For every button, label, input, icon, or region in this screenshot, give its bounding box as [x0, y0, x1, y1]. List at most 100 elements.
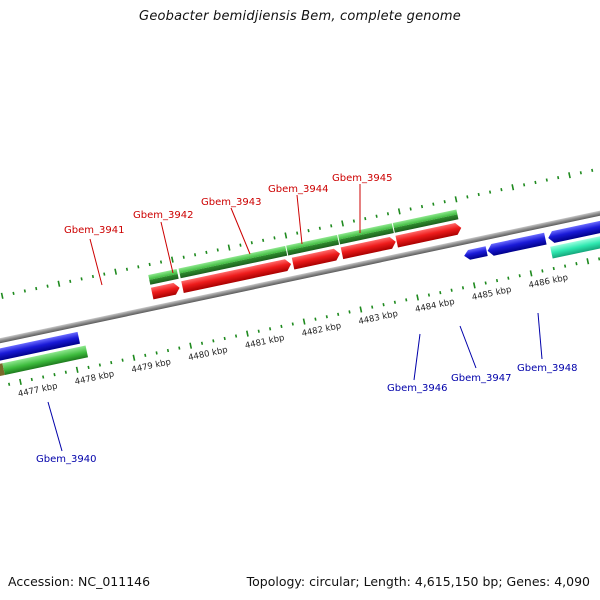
leader-line	[537, 312, 543, 360]
major-tick	[416, 294, 420, 301]
gene-label-gbem-3948[interactable]: Gbem_3948	[517, 363, 577, 374]
minor-tick	[137, 265, 140, 269]
gene-label-gbem-3943[interactable]: Gbem_3943	[201, 197, 261, 208]
minor-tick	[541, 269, 544, 273]
accession-text: Accession: NC_011146	[8, 574, 151, 589]
minor-tick	[87, 365, 90, 370]
gene-feature[interactable]	[148, 268, 178, 280]
minor-tick	[268, 327, 272, 331]
gene-label-gbem-3947[interactable]: Gbem_3947	[451, 373, 511, 384]
minor-tick	[450, 288, 453, 292]
major-tick	[454, 196, 458, 203]
gene-feature[interactable]	[178, 245, 287, 274]
gene-arrow[interactable]	[150, 282, 181, 300]
gene-arrow[interactable]	[340, 236, 397, 260]
gene-feature[interactable]	[179, 250, 288, 279]
map-title: Geobacter bemidjiensis Bem, complete gen…	[139, 9, 461, 24]
minor-tick	[30, 377, 33, 382]
minor-tick	[382, 303, 385, 307]
kbp-label: 4484 kbp	[414, 297, 455, 315]
minor-tick	[250, 241, 253, 245]
minor-tick	[273, 236, 276, 240]
minor-tick	[69, 279, 72, 283]
leader-line	[160, 221, 174, 274]
minor-tick	[523, 183, 526, 187]
leader-line	[296, 194, 303, 245]
gene-feature[interactable]	[393, 214, 459, 233]
gene-arrow[interactable]	[0, 331, 81, 362]
gene-feature[interactable]	[339, 228, 394, 245]
minor-tick	[155, 351, 158, 355]
gene-arrow[interactable]	[181, 258, 292, 293]
minor-tick	[375, 214, 378, 218]
kbp-label: 4480 kbp	[187, 345, 228, 363]
minor-tick	[477, 192, 480, 197]
minor-tick	[420, 204, 424, 209]
gene-feature[interactable]	[337, 223, 393, 240]
minor-tick	[557, 175, 560, 180]
gene-label-gbem-3946[interactable]: Gbem_3946	[387, 383, 447, 394]
gene-labels: Gbem_3941 Gbem_3942 Gbem_3943 Gbem_3944 …	[36, 173, 577, 465]
major-tick	[397, 208, 401, 215]
minor-tick	[166, 348, 170, 353]
minor-tick	[91, 274, 95, 279]
genome-stats-text: Topology: circular; Length: 4,615,150 bp…	[246, 574, 590, 589]
leader-line	[413, 333, 421, 381]
gene-feature[interactable]	[392, 209, 458, 228]
minor-tick	[296, 231, 299, 235]
forward-tick-row	[0, 168, 594, 299]
major-tick	[132, 354, 136, 361]
minor-tick	[325, 315, 328, 319]
major-tick	[75, 366, 79, 373]
gene-label-gbem-3940[interactable]: Gbem_3940	[36, 454, 96, 465]
gene-feature[interactable]	[286, 234, 339, 251]
minor-tick	[12, 291, 15, 296]
leader-line	[230, 207, 251, 255]
gene-label-gbem-3942[interactable]: Gbem_3942	[133, 210, 193, 221]
gene-arrow[interactable]	[395, 222, 462, 248]
gene-label-gbem-3941[interactable]: Gbem_3941	[64, 225, 124, 236]
gene-feature[interactable]	[2, 345, 89, 375]
major-tick	[568, 172, 571, 179]
minor-tick	[488, 190, 492, 194]
minor-tick	[518, 274, 521, 278]
gene-leader-lines	[47, 184, 543, 452]
gene-label-gbem-3944[interactable]: Gbem_3944	[268, 184, 328, 195]
major-tick	[586, 258, 590, 265]
gene-feature[interactable]	[0, 363, 5, 376]
minor-tick	[223, 336, 226, 341]
gene-arrow[interactable]	[463, 246, 488, 261]
gene-feature[interactable]	[550, 229, 600, 259]
kbp-label: 4477 kbp	[17, 381, 58, 399]
minor-tick	[534, 180, 537, 185]
gene-feature[interactable]	[149, 273, 179, 285]
minor-tick	[575, 262, 578, 266]
major-tick	[57, 280, 61, 287]
gene-arrow[interactable]	[547, 214, 600, 243]
minor-tick	[591, 168, 594, 173]
kbp-label: 4486 kbp	[528, 273, 569, 291]
major-tick	[359, 306, 363, 313]
gene-feature[interactable]	[287, 239, 340, 256]
minor-tick	[432, 202, 435, 206]
gene-label-gbem-3945[interactable]: Gbem_3945	[332, 173, 392, 184]
major-tick	[19, 378, 22, 385]
major-tick	[511, 184, 515, 191]
minor-tick	[314, 317, 317, 321]
minor-tick	[439, 291, 442, 295]
minor-tick	[144, 353, 147, 357]
kbp-label: 4482 kbp	[301, 321, 342, 339]
minor-tick	[348, 310, 351, 314]
minor-tick	[364, 216, 367, 221]
minor-tick	[461, 286, 465, 290]
minor-tick	[98, 363, 101, 367]
gene-arrow[interactable]	[486, 232, 547, 257]
minor-tick	[46, 284, 49, 288]
kbp-label: 4485 kbp	[471, 285, 512, 303]
minor-tick	[507, 276, 510, 280]
minor-tick	[103, 272, 106, 276]
gene-arrow[interactable]	[291, 248, 341, 270]
minor-tick	[239, 243, 242, 247]
leader-line	[459, 325, 477, 369]
